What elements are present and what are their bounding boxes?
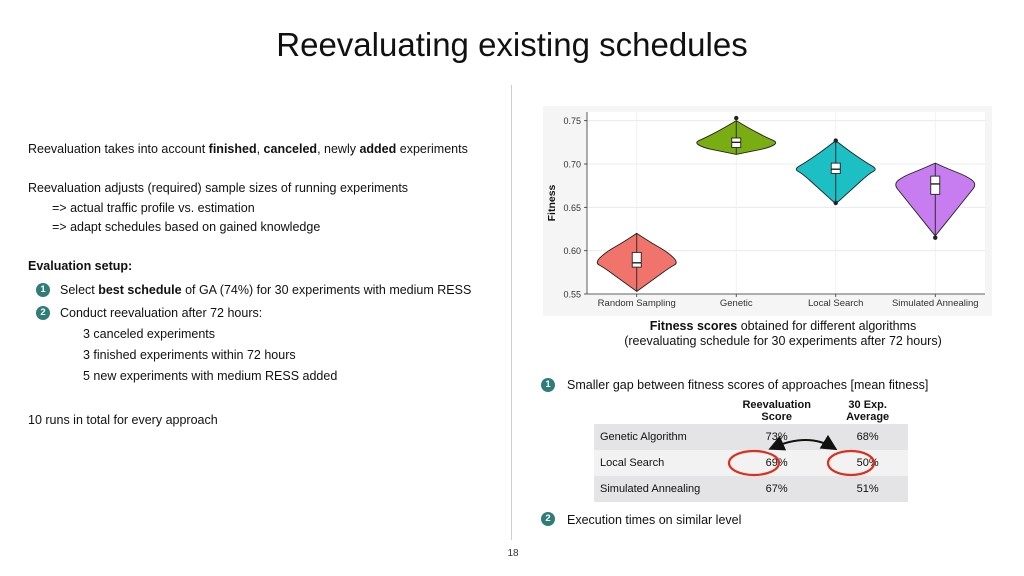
point-badge-1: 1: [541, 378, 555, 392]
table-row: Genetic Algorithm 73% 68%: [594, 424, 908, 450]
highlight-overlay: [727, 434, 876, 477]
y-axis-label: Fitness: [546, 184, 558, 221]
setup-sub-1: 3 canceled experiments: [83, 327, 216, 341]
outlier-point: [933, 235, 938, 240]
x-tick-label: Genetic: [720, 298, 753, 309]
table-row: Local Search 69% 50%: [594, 450, 908, 476]
comparison-arrow: [768, 434, 838, 451]
point-1-text: Smaller gap between fitness scores of ap…: [567, 378, 929, 392]
outlier-point: [833, 200, 838, 206]
table-cell: Simulated Annealing: [594, 476, 726, 502]
table-cell: 67%: [726, 476, 828, 502]
runs-note: 10 runs in total for every approach: [28, 413, 218, 427]
setup-sub-2: 3 finished experiments within 72 hours: [83, 348, 296, 362]
reevaluation-line-1: Reevaluation takes into account finished…: [28, 142, 468, 156]
chart-caption-line-1: Fitness scores obtained for different al…: [649, 319, 917, 333]
setup-item-2: Conduct reevaluation after 72 hours:: [60, 306, 263, 320]
highlight-circle: [826, 449, 876, 477]
point-badge-2: 2: [541, 512, 555, 526]
y-tick-label: 0.70: [563, 160, 581, 170]
reevaluation-line-2: Reevaluation adjusts (required) sample s…: [28, 181, 409, 195]
box-iqr: [830, 162, 841, 174]
box-iqr: [930, 175, 941, 195]
score-table: Reevaluation Score 30 Exp. Average Genet…: [594, 398, 908, 502]
step-badge-2: 2: [36, 306, 50, 320]
table-header-cell: Reevaluation Score: [726, 398, 828, 424]
table-header-cell: 30 Exp. Average: [827, 398, 908, 424]
table-cell: 69%: [726, 450, 828, 476]
table-cell: Local Search: [594, 450, 726, 476]
setup-heading: Evaluation setup:: [28, 259, 133, 273]
table-header-row: Reevaluation Score 30 Exp. Average: [594, 398, 908, 424]
x-tick-label: Simulated Annealing: [892, 298, 979, 309]
point-2-text: Execution times on similar level: [567, 513, 742, 527]
step-badge-1: 1: [36, 283, 50, 297]
setup-item-1: Select best schedule of GA (74%) for 30 …: [60, 283, 472, 297]
outlier-point: [833, 138, 838, 143]
violin-chart: 0.55 0.60 0.65 0.70 0.75 Fitness Random Sampli…: [543, 106, 992, 316]
table-cell: 68%: [827, 424, 908, 450]
table-cell: Genetic Algorithm: [594, 424, 726, 450]
table-cell: 51%: [827, 476, 908, 502]
table-header-cell: [594, 398, 726, 424]
x-tick-label: Random Sampling: [598, 298, 676, 309]
y-tick-label: 0.65: [563, 203, 581, 213]
y-tick-label: 0.75: [563, 116, 581, 126]
x-tick-label: Local Search: [808, 298, 863, 309]
table-row: Simulated Annealing 67% 51%: [594, 476, 908, 502]
setup-sub-3: 5 new experiments with medium RESS added: [83, 369, 338, 383]
chart-caption-line-2: (reevaluating schedule for 30 experiment…: [624, 334, 942, 348]
reevaluation-line-3: => actual traffic profile vs. estimation: [52, 201, 255, 215]
outlier-point: [734, 115, 739, 121]
slide-title: Reevaluating existing schedules: [276, 26, 748, 63]
vertical-divider: [511, 85, 512, 540]
y-tick-label: 0.55: [563, 290, 581, 300]
box-iqr: [631, 251, 642, 268]
page-number: 18: [507, 548, 519, 559]
y-tick-label: 0.60: [563, 246, 581, 256]
reevaluation-line-4: => adapt schedules based on gained knowl…: [52, 220, 321, 234]
highlight-circle: [727, 449, 781, 477]
